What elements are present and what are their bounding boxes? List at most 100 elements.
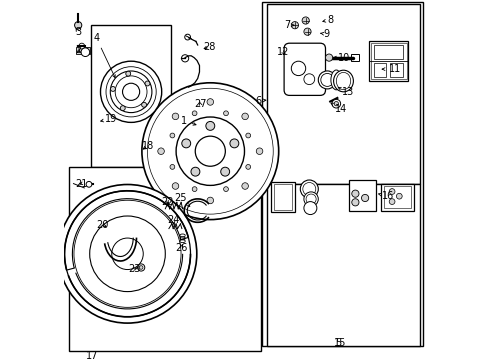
Text: 15: 15 bbox=[333, 338, 346, 348]
Circle shape bbox=[223, 111, 228, 116]
Circle shape bbox=[172, 183, 179, 189]
Circle shape bbox=[79, 43, 84, 49]
Circle shape bbox=[245, 165, 250, 169]
Circle shape bbox=[101, 61, 162, 122]
Text: 26: 26 bbox=[175, 243, 187, 253]
Circle shape bbox=[158, 148, 164, 154]
Text: 3: 3 bbox=[75, 27, 81, 37]
Bar bbox=[384, 186, 410, 208]
Circle shape bbox=[125, 71, 130, 76]
Circle shape bbox=[302, 183, 315, 195]
Bar bbox=[373, 45, 402, 59]
Text: 14: 14 bbox=[330, 103, 346, 114]
Bar bbox=[76, 47, 89, 54]
Circle shape bbox=[242, 183, 248, 189]
Circle shape bbox=[181, 55, 188, 62]
Circle shape bbox=[139, 266, 142, 269]
Circle shape bbox=[192, 111, 197, 116]
Circle shape bbox=[89, 216, 165, 292]
Circle shape bbox=[303, 74, 314, 85]
Bar bbox=[370, 43, 406, 79]
Circle shape bbox=[64, 191, 190, 317]
Ellipse shape bbox=[330, 70, 341, 90]
Circle shape bbox=[81, 48, 89, 57]
Circle shape bbox=[110, 71, 152, 113]
Circle shape bbox=[302, 17, 309, 24]
Text: 1: 1 bbox=[181, 116, 196, 126]
Circle shape bbox=[106, 67, 156, 117]
Circle shape bbox=[58, 184, 196, 323]
Circle shape bbox=[170, 165, 174, 169]
Ellipse shape bbox=[333, 70, 353, 92]
Text: 25: 25 bbox=[174, 193, 189, 206]
Circle shape bbox=[122, 83, 140, 100]
Ellipse shape bbox=[336, 72, 350, 90]
Text: 4: 4 bbox=[93, 33, 115, 78]
Text: 28: 28 bbox=[203, 42, 215, 52]
Bar bbox=[350, 54, 358, 61]
Circle shape bbox=[145, 81, 150, 86]
Circle shape bbox=[172, 113, 179, 120]
Circle shape bbox=[320, 73, 333, 86]
FancyBboxPatch shape bbox=[284, 43, 325, 95]
Text: 12: 12 bbox=[276, 47, 289, 57]
Text: 11: 11 bbox=[382, 64, 400, 74]
Circle shape bbox=[223, 187, 228, 192]
Text: 20: 20 bbox=[96, 220, 108, 230]
Circle shape bbox=[142, 83, 278, 220]
Circle shape bbox=[303, 192, 318, 206]
Circle shape bbox=[361, 194, 368, 202]
Circle shape bbox=[245, 133, 250, 138]
Circle shape bbox=[205, 121, 214, 130]
Text: 2: 2 bbox=[75, 45, 81, 55]
Circle shape bbox=[137, 264, 144, 271]
Circle shape bbox=[303, 28, 310, 35]
Circle shape bbox=[333, 102, 338, 106]
Circle shape bbox=[388, 199, 394, 204]
Circle shape bbox=[396, 193, 401, 199]
Circle shape bbox=[182, 139, 190, 148]
Circle shape bbox=[112, 238, 143, 270]
Circle shape bbox=[220, 167, 229, 176]
Bar bbox=[261, 2, 422, 346]
Bar bbox=[69, 167, 260, 351]
Circle shape bbox=[291, 61, 305, 76]
Circle shape bbox=[351, 190, 358, 197]
Circle shape bbox=[142, 102, 146, 107]
Circle shape bbox=[115, 76, 147, 108]
Circle shape bbox=[331, 99, 340, 108]
Circle shape bbox=[300, 180, 318, 198]
Circle shape bbox=[256, 148, 262, 154]
Bar bbox=[266, 184, 419, 346]
Circle shape bbox=[147, 88, 273, 214]
Circle shape bbox=[325, 54, 332, 61]
Bar bbox=[91, 25, 170, 167]
Circle shape bbox=[75, 22, 81, 29]
Bar bbox=[381, 184, 413, 211]
Circle shape bbox=[206, 197, 213, 204]
Circle shape bbox=[86, 181, 92, 187]
Circle shape bbox=[120, 106, 125, 111]
Circle shape bbox=[242, 113, 248, 120]
Text: 18: 18 bbox=[142, 141, 154, 151]
Circle shape bbox=[74, 200, 181, 307]
Circle shape bbox=[303, 202, 316, 215]
Bar bbox=[273, 184, 292, 210]
Bar bbox=[266, 4, 419, 184]
Text: 23: 23 bbox=[128, 264, 141, 274]
Text: 6: 6 bbox=[255, 96, 265, 106]
Circle shape bbox=[170, 133, 174, 138]
Bar bbox=[368, 41, 407, 81]
Text: 16: 16 bbox=[378, 191, 393, 201]
Text: 10: 10 bbox=[333, 53, 349, 63]
Bar bbox=[389, 63, 402, 77]
Text: 24: 24 bbox=[167, 215, 179, 225]
Bar bbox=[271, 182, 294, 212]
Text: 9: 9 bbox=[320, 29, 329, 39]
Circle shape bbox=[318, 71, 336, 89]
Text: 27: 27 bbox=[194, 99, 206, 109]
Circle shape bbox=[291, 22, 298, 29]
Circle shape bbox=[195, 136, 225, 166]
Text: 8: 8 bbox=[322, 15, 333, 25]
Bar bbox=[348, 180, 375, 211]
